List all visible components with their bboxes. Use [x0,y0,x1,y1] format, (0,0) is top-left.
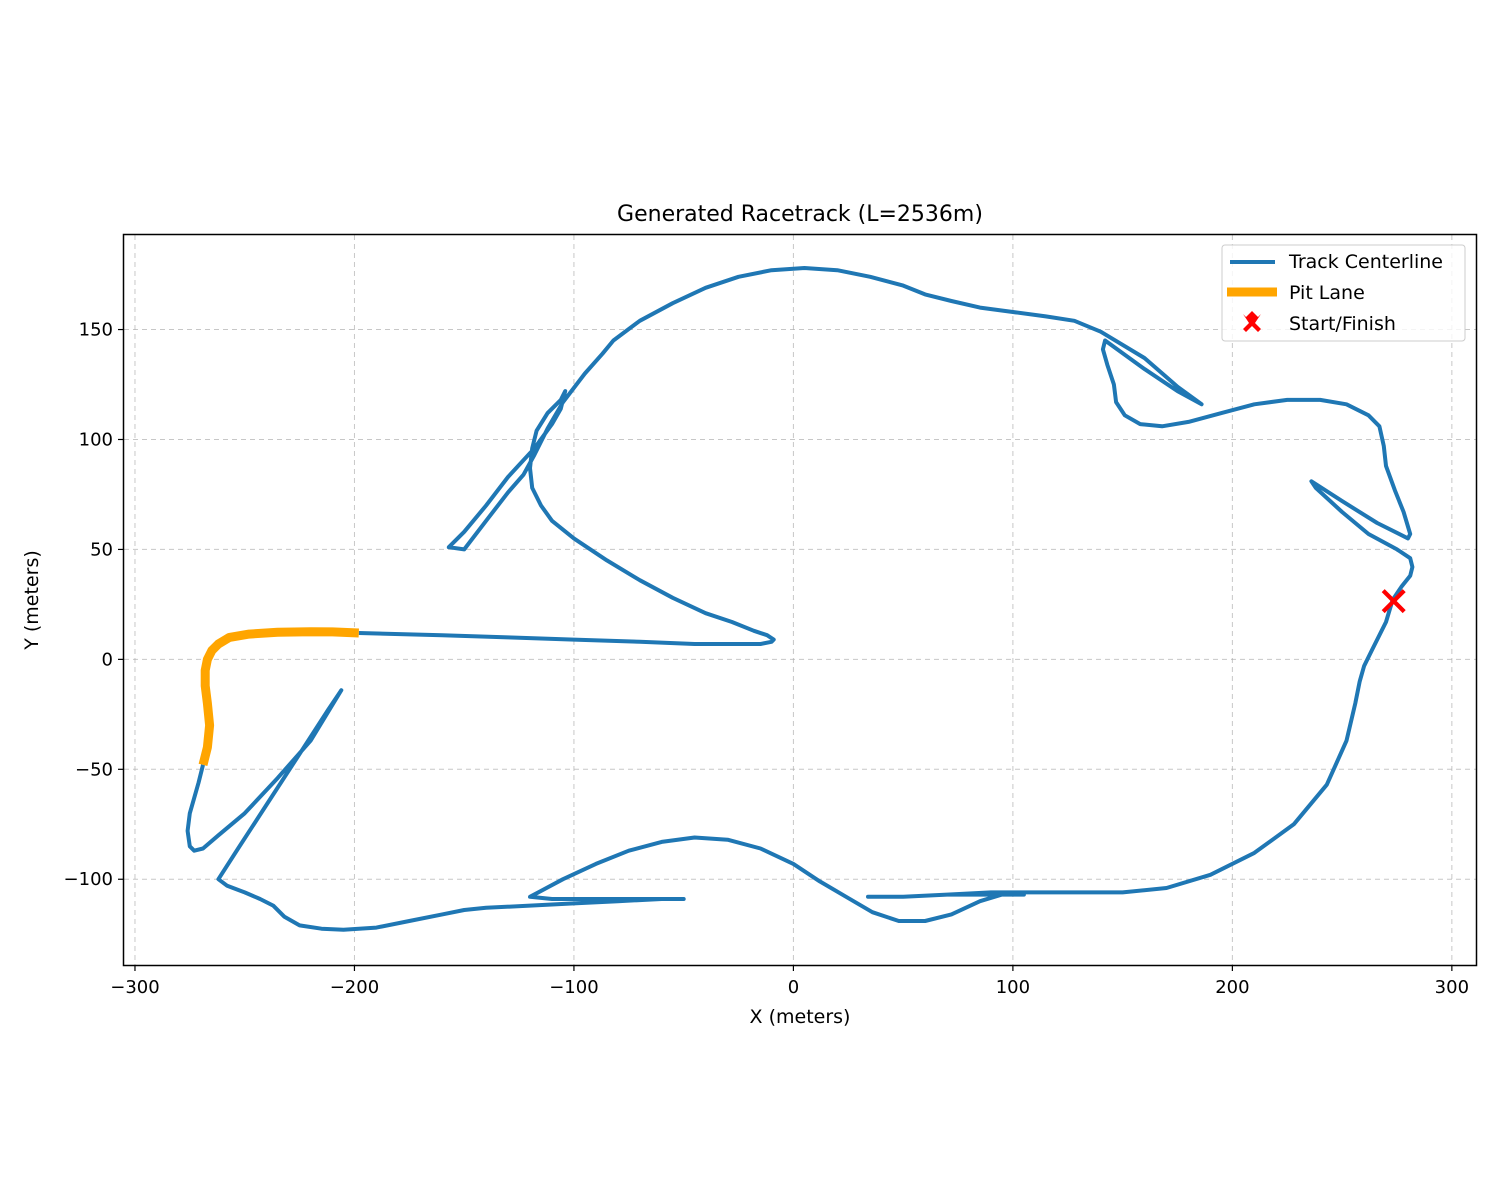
marker-layer [1381,589,1406,614]
track-centerline-path-return [185,599,1395,932]
x-axis-label: X (meters) [750,1006,851,1028]
start-finish-marker [1381,589,1406,614]
x-tick-label: −300 [110,977,159,998]
y-axis-label: Y (meters) [21,550,43,651]
track-centerline-path [358,266,1415,646]
pit-lane-path [198,627,359,766]
x-tick-label: −200 [330,977,379,998]
start-finish-x-icon [1381,589,1406,614]
y-tick-label: 0 [102,649,113,670]
legend-label-track-centerline: Track Centerline [1288,251,1443,273]
x-tick-label: 200 [1215,977,1249,998]
y-axis-ticks: −100 −50 0 50 100 150 [64,320,124,890]
y-tick-label: 100 [79,429,113,450]
legend-label-start-finish: Start/Finish [1289,313,1396,335]
y-tick-label: −100 [64,869,113,890]
y-tick-label: 150 [79,320,113,341]
y-tick-label: 50 [90,539,113,560]
x-tick-label: 300 [1435,977,1469,998]
legend-label-pit-lane: Pit Lane [1289,282,1365,304]
plot-frame [122,233,1478,967]
legend-swatch-start-finish [1243,311,1261,332]
x-tick-label: 0 [788,977,799,998]
x-tick-label: 100 [996,977,1030,998]
chart-title: Generated Racetrack (L=2536m) [617,202,983,227]
legend-box [1221,244,1466,342]
series-layer [185,266,1415,932]
legend: Track Centerline Pit Lane Start/Finish [1221,244,1466,342]
x-tick-label: −100 [549,977,598,998]
x-axis-ticks: −300 −200 −100 0 100 200 300 [110,965,1469,998]
y-tick-label: −50 [75,759,113,780]
